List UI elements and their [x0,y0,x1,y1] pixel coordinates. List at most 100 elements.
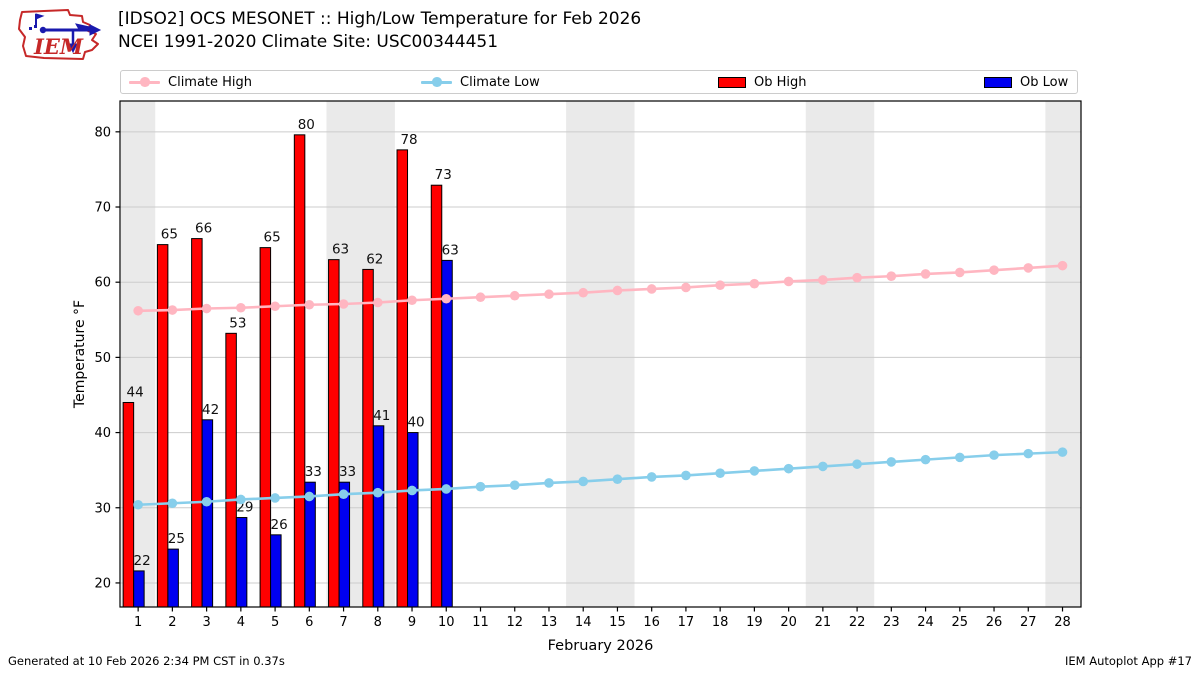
ob-low-bar-day-8 [372,425,385,608]
x-tick-label-23: 23 [883,615,900,630]
ob-low-bar-day-9 [407,432,419,608]
climate-low-marker-day-12 [509,480,520,490]
climate-high-line [138,264,1063,313]
x-tick-label-12: 12 [506,615,523,630]
ob-high-label-day-4: 53 [229,315,246,331]
weather-vane-icon [29,13,102,54]
x-tick-label-8: 8 [374,615,382,630]
climate-high-marker-day-24 [920,269,931,279]
climate-high-marker-day-21 [818,275,828,285]
ob-high-bar-day-8 [362,268,374,608]
climate-low-marker-day-15 [612,474,623,484]
ob-high-label-day-7: 63 [332,242,349,258]
plot-border [119,100,1082,608]
ob-high-bar-day-1 [122,401,135,608]
ob-high-bar-day-4 [225,332,237,608]
climate-low-marker-day-27 [1023,448,1034,459]
x-tick-label-16: 16 [643,615,660,630]
bar-labels-ob-high: 44 65 66 53 65 80 63 62 78 73 [127,117,452,401]
x-tick-label-25: 25 [952,615,969,630]
climate-low-marker-day-23 [886,457,897,467]
x-tick-label-3: 3 [202,615,210,630]
ob-high-label-day-5: 65 [263,230,280,246]
x-tick-label-10: 10 [438,615,455,630]
ob-high-label-day-9: 78 [400,132,417,148]
legend-label-ob-high: Ob High [754,74,807,90]
ob-low-bar-day-1 [133,570,145,608]
x-tick-label-11: 11 [472,615,489,630]
ob-low-swatch-icon [984,76,1012,88]
legend-label-ob-low: Ob Low [1020,74,1069,90]
iowa-outline-icon [18,9,99,60]
chart-subtitle: NCEI 1991-2020 Climate Site: USC00344451 [118,32,499,52]
x-tick-label-4: 4 [237,615,245,630]
climate-low-marker-day-19 [749,466,760,476]
climate-high-swatch-icon [129,77,160,87]
climate-low-marker-day-26 [989,450,999,460]
ob-low-label-day-6: 33 [305,464,322,480]
x-tick-label-24: 24 [917,615,934,630]
legend-label-climate-low: Climate Low [460,74,540,90]
climate-high-marker-day-8 [372,297,383,308]
ob-low-bar-day-7 [338,481,351,608]
climate-high-marker-day-9 [407,295,417,306]
ob-high-label-day-1: 44 [127,384,144,400]
y-axis: 20 30 40 50 60 70 80 Temperature °F [72,125,120,591]
x-tick-label-13: 13 [541,615,558,630]
ob-high-label-day-8: 62 [366,251,383,267]
climate-high-marker-day-14 [578,287,589,298]
legend-item-climate-low: Climate Low [421,71,540,93]
climate-low-marker-day-9 [407,485,417,496]
climate-high-marker-day-1 [133,305,143,316]
y-tick-label-60: 60 [94,276,111,291]
y-tick-label-80: 80 [94,125,111,140]
x-tick-label-17: 17 [678,615,695,630]
climate-low-marker-day-8 [372,487,383,498]
y-axis-title: Temperature °F [72,300,88,409]
x-tick-label-2: 2 [168,615,176,630]
x-tick-label-22: 22 [849,615,866,630]
x-tick-label-5: 5 [271,615,279,630]
x-axis-title: February 2026 [548,638,654,654]
climate-high-marker-day-2 [167,305,178,315]
climate-high-marker-day-18 [715,280,725,291]
ob-low-bar-day-4 [235,517,248,608]
climate-high-marker-day-15 [612,285,623,296]
x-tick-label-6: 6 [305,615,313,630]
climate-low-swatch-icon [421,77,452,87]
x-tick-label-26: 26 [986,615,1003,630]
climate-low-marker-day-1 [133,499,143,510]
line-series-climate-high [133,260,1068,316]
climate-high-marker-day-11 [475,292,486,303]
ob-high-label-day-3: 66 [195,221,212,237]
ob-high-bar-day-6 [293,134,306,608]
y-tick-label-50: 50 [94,351,111,366]
ob-high-label-day-10: 73 [435,167,452,183]
climate-low-marker-day-14 [578,476,589,487]
climate-high-marker-day-17 [681,282,691,293]
climate-high-marker-day-13 [544,289,554,300]
climate-high-marker-day-3 [201,303,212,314]
climate-high-marker-day-19 [749,278,760,289]
climate-high-marker-day-20 [783,276,794,287]
climate-low-marker-day-2 [167,498,178,509]
climate-high-marker-day-16 [646,284,657,294]
ob-low-label-day-9: 40 [407,415,424,431]
x-tick-label-9: 9 [408,615,416,630]
legend-item-ob-high: Ob High [718,71,807,93]
climate-low-marker-day-3 [201,496,212,507]
ob-high-bar-day-5 [259,247,272,608]
climate-low-marker-day-17 [681,470,691,481]
climate-low-marker-day-5 [270,493,280,503]
climate-high-marker-day-22 [852,272,862,283]
x-tick-label-14: 14 [575,615,592,630]
climate-high-marker-day-5 [270,301,280,312]
ob-low-label-day-10: 63 [442,242,459,258]
climate-high-marker-day-27 [1023,263,1034,273]
weekend-band [805,101,875,607]
climate-low-marker-day-16 [646,472,657,482]
x-tick-label-20: 20 [780,615,797,630]
